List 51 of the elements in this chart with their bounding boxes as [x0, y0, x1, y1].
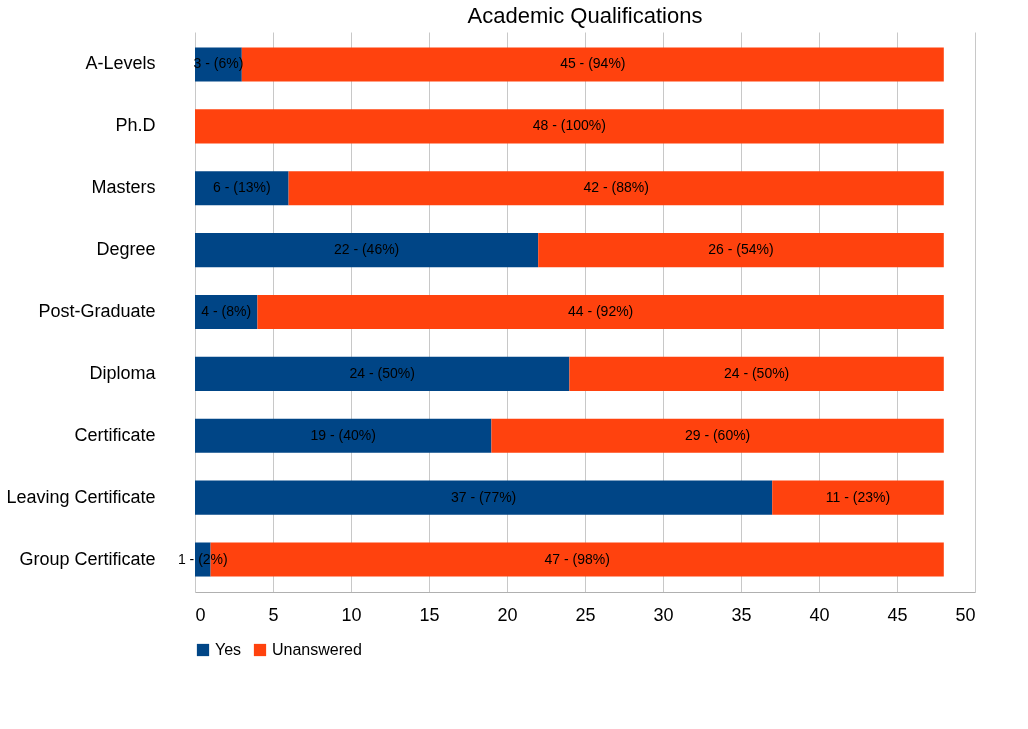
bar	[195, 233, 539, 268]
data-label: 42 - (88%)	[583, 179, 649, 196]
data-label: 48 - (100%)	[532, 117, 606, 134]
data-label: 22 - (46%)	[333, 241, 400, 258]
legend-label: Unanswered	[272, 641, 362, 658]
x-tick-label: 15	[419, 604, 440, 625]
x-tick-label: 40	[809, 604, 830, 625]
data-label: 29 - (60%)	[684, 426, 751, 443]
data-label: 11 - (23%)	[825, 488, 891, 505]
x-tick-label: 45	[887, 604, 908, 625]
bar	[195, 109, 944, 144]
y-tick-label: Group Certificate	[19, 548, 156, 569]
y-tick-label: Masters	[91, 177, 156, 198]
y-tick-label: Leaving Certificate	[6, 486, 156, 507]
bar	[195, 171, 289, 206]
bar	[538, 233, 944, 268]
data-label: 24 - (50%)	[723, 364, 790, 381]
y-tick-label: Ph.D	[115, 115, 156, 136]
x-tick-label: 35	[731, 604, 752, 625]
bar	[195, 480, 773, 515]
x-tick-label: 5	[268, 604, 279, 625]
bar	[491, 418, 944, 453]
data-label: 24 - (50%)	[349, 364, 415, 381]
x-tick-label: 20	[497, 604, 518, 625]
bar	[569, 356, 944, 391]
data-label: 47 - (98%)	[544, 550, 610, 567]
bar	[195, 356, 570, 391]
data-label: 44 - (92%)	[567, 303, 634, 319]
bar	[772, 480, 944, 515]
data-label: 45 - (94%)	[560, 55, 626, 72]
y-tick-label: Certificate	[74, 424, 156, 445]
data-label: 6 - (13%)	[213, 179, 271, 196]
bar	[241, 47, 944, 82]
data-label: 19 - (40%)	[310, 426, 376, 443]
legend-label: Yes	[215, 641, 242, 658]
data-label: 26 - (54%)	[708, 241, 774, 258]
y-tick-label: Diploma	[89, 362, 157, 383]
x-tick-label: 30	[653, 604, 674, 625]
bar	[195, 418, 492, 453]
x-tick-label: 50	[955, 604, 976, 625]
bar	[288, 171, 944, 206]
y-tick-label: A-Levels	[85, 53, 156, 74]
data-label: 4 - (8%)	[201, 303, 252, 319]
x-tick-label: 10	[341, 604, 362, 625]
data-label: 37 - (77%)	[450, 488, 517, 505]
chart-title: Academic Qualifications	[467, 3, 703, 28]
x-tick-label: 0	[195, 604, 206, 625]
y-tick-label: Degree	[96, 239, 156, 260]
bar	[257, 294, 944, 330]
x-tick-label: 25	[575, 604, 596, 625]
y-tick-label: Post-Graduate	[38, 301, 156, 321]
